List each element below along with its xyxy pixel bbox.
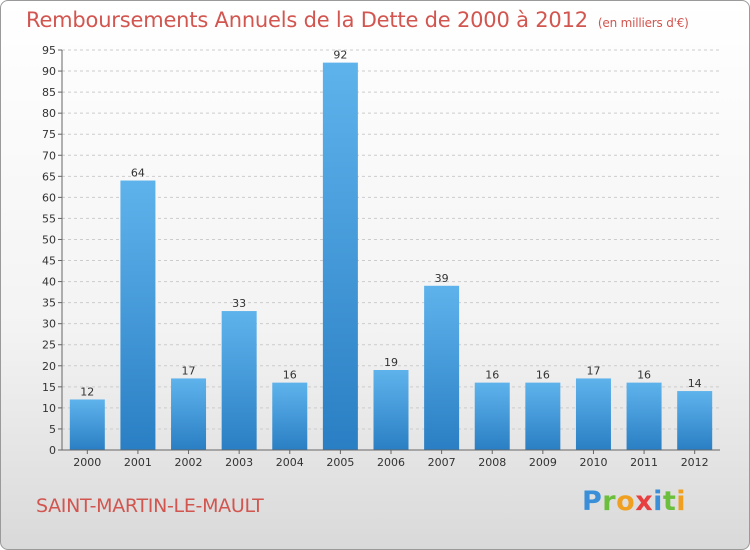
x-tick-label-2008: 2008 (478, 456, 506, 469)
y-tick-label: 20 (42, 360, 56, 373)
value-label-2008: 16 (485, 369, 499, 382)
chart-subtitle: (en milliers d'€) (597, 16, 689, 30)
logo-letter: x (635, 486, 654, 517)
logo-letter: t (662, 486, 677, 517)
logo-letter: P (582, 486, 603, 517)
value-label-2012: 14 (688, 377, 702, 390)
chart-title-text: Remboursements Annuels de la Dette de 20… (26, 8, 588, 32)
bar-2011 (626, 382, 662, 450)
y-tick-label: 95 (42, 44, 56, 57)
value-label-2010: 17 (586, 364, 600, 377)
bar-2008 (474, 382, 510, 450)
axes: 0 5 10 15 20 25 30 35 40 45 50 55 60 65 70 75 80 85 90 95 20… (42, 44, 720, 469)
logo-letter: i (653, 486, 663, 517)
y-tick-label: 25 (42, 339, 56, 352)
value-label-2003: 33 (232, 297, 246, 310)
x-tick-label-2000: 2000 (73, 456, 101, 469)
value-label-2005: 92 (333, 49, 347, 62)
x-tick-label-2001: 2001 (124, 456, 152, 469)
value-label-2001: 64 (131, 167, 145, 180)
x-tick-label-2011: 2011 (630, 456, 658, 469)
x-tick-label-2004: 2004 (276, 456, 304, 469)
y-tick-label: 70 (42, 149, 56, 162)
value-label-2009: 16 (536, 369, 550, 382)
y-tick-label: 65 (42, 170, 56, 183)
y-tick-label: 40 (42, 276, 56, 289)
bar-2004 (272, 382, 308, 450)
logo-letter: o (616, 486, 636, 517)
bar-2009 (525, 382, 561, 450)
bars: 12 64 17 33 16 92 19 39 16 16 17 16 14 (69, 49, 713, 451)
bar-2007 (424, 285, 460, 450)
bar-2003 (221, 311, 257, 450)
y-tick-label: 75 (42, 128, 56, 141)
x-tick-label-2005: 2005 (326, 456, 354, 469)
y-tick-label: 60 (42, 191, 56, 204)
x-tick-label-2002: 2002 (175, 456, 203, 469)
y-tick-label: 35 (42, 297, 56, 310)
y-tick-label: 0 (49, 444, 56, 457)
y-tick-label: 15 (42, 381, 56, 394)
bar-2002 (171, 378, 207, 450)
value-label-2006: 19 (384, 356, 398, 369)
x-tick-label-2009: 2009 (529, 456, 557, 469)
bar-2005 (322, 62, 358, 450)
x-tick-label-2007: 2007 (428, 456, 456, 469)
y-tick-label: 90 (42, 65, 56, 78)
y-tick-label: 55 (42, 212, 56, 225)
x-tick-label-2006: 2006 (377, 456, 405, 469)
bar-2006 (373, 370, 409, 450)
value-label-2004: 16 (283, 369, 297, 382)
commune-name: SAINT-MARTIN-LE-MAULT (36, 495, 264, 517)
bar-2001 (120, 180, 156, 451)
y-tick-label: 85 (42, 86, 56, 99)
proxiti-logo: Proxiti (582, 486, 686, 517)
y-tick-label: 10 (42, 402, 56, 415)
y-tick-label: 30 (42, 318, 56, 331)
value-label-2000: 12 (80, 385, 94, 398)
x-tick-label-2010: 2010 (579, 456, 607, 469)
value-label-2002: 17 (182, 364, 196, 377)
y-tick-label: 50 (42, 233, 56, 246)
y-tick-label: 5 (49, 423, 56, 436)
bar-2010 (575, 378, 611, 450)
x-tick-label-2003: 2003 (225, 456, 253, 469)
y-tick-label: 45 (42, 255, 56, 268)
bar-2000 (69, 399, 105, 450)
bar-2012 (677, 391, 713, 450)
logo-letter: r (602, 486, 617, 517)
logo-letter: i (676, 486, 687, 517)
chart-title: Remboursements Annuels de la Dette de 20… (26, 8, 689, 32)
value-label-2011: 16 (637, 369, 651, 382)
x-tick-label-2012: 2012 (681, 456, 709, 469)
value-label-2007: 39 (435, 272, 449, 285)
y-tick-label: 80 (42, 107, 56, 120)
